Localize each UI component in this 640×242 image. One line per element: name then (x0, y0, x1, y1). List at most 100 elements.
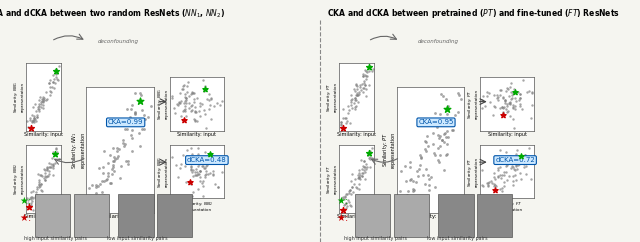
Point (37, 174, 47, 178)
Point (98, 171, 108, 174)
Point (129, 91, 140, 95)
X-axis label: Similarity: $NN_2$
representation: Similarity: $NN_2$ representation (181, 200, 212, 212)
Point (493, 166, 503, 170)
Point (26, 195, 36, 199)
Point (497, 105, 507, 109)
Point (497, 187, 508, 190)
Point (498, 110, 508, 114)
Point (355, 85, 365, 89)
Point (340, 206, 351, 210)
Point (184, 95, 194, 98)
Point (509, 96, 520, 100)
Point (340, 194, 350, 198)
Point (365, 165, 375, 169)
Point (38, 95, 48, 99)
Point (172, 104, 182, 107)
Point (28, 118, 38, 122)
Point (103, 171, 113, 175)
Point (367, 158, 378, 161)
Point (205, 96, 216, 100)
Point (49, 152, 60, 156)
Point (49, 77, 59, 81)
Point (353, 175, 364, 179)
Point (190, 110, 200, 114)
Text: deconfounding: deconfounding (418, 39, 459, 44)
Point (25, 118, 35, 122)
Point (212, 156, 222, 160)
Point (134, 131, 144, 135)
Point (39, 97, 49, 100)
Point (437, 138, 447, 142)
Point (115, 176, 125, 180)
Point (114, 147, 124, 151)
Point (505, 101, 515, 105)
Point (194, 109, 204, 113)
Point (502, 178, 512, 182)
Point (207, 173, 218, 177)
Point (456, 97, 466, 101)
Point (193, 162, 204, 166)
Point (403, 189, 413, 193)
Point (361, 162, 371, 166)
Point (177, 87, 187, 91)
Point (512, 167, 522, 171)
Point (452, 110, 463, 113)
Point (47, 74, 58, 77)
Point (184, 101, 194, 105)
Point (106, 181, 116, 185)
Point (176, 162, 186, 166)
Point (197, 182, 207, 185)
Point (433, 147, 444, 151)
Point (353, 100, 364, 104)
Point (368, 67, 378, 71)
Point (442, 142, 452, 146)
Point (193, 152, 203, 156)
Point (188, 170, 198, 174)
Point (188, 190, 198, 194)
Point (447, 128, 457, 132)
Y-axis label: Similarity: $PT$
representation: Similarity: $PT$ representation (381, 132, 396, 168)
Point (23, 125, 33, 129)
Point (355, 173, 365, 177)
Point (47, 85, 57, 89)
Point (496, 88, 506, 92)
Text: dCKA=0.72: dCKA=0.72 (495, 157, 535, 163)
Point (36, 188, 47, 192)
Point (29, 195, 40, 198)
Point (204, 92, 214, 96)
Point (186, 104, 196, 108)
Point (24, 204, 35, 208)
Point (361, 87, 371, 91)
Point (352, 93, 362, 97)
Point (108, 165, 118, 169)
Point (38, 100, 49, 104)
Point (355, 83, 365, 87)
Text: $\bigstar$:: $\bigstar$: (19, 195, 32, 206)
Point (367, 156, 377, 159)
Point (171, 163, 181, 167)
Point (508, 183, 518, 187)
Point (193, 165, 204, 168)
Point (526, 177, 536, 181)
Point (127, 128, 138, 132)
Point (182, 148, 192, 151)
Point (362, 74, 372, 78)
Point (98, 165, 108, 169)
Point (205, 171, 215, 175)
Point (506, 102, 516, 106)
Text: CKA and dCKA between two random ResNets ($\mathit{NN}_1$, $\mathit{NN}_2$): CKA and dCKA between two random ResNets … (0, 7, 226, 20)
Point (93, 205, 103, 209)
Point (495, 106, 506, 110)
Point (108, 159, 118, 163)
Point (518, 78, 528, 82)
Point (496, 176, 506, 180)
Point (336, 123, 346, 127)
Point (413, 167, 424, 171)
Point (420, 147, 431, 151)
Point (508, 117, 518, 121)
Point (439, 168, 449, 172)
Point (506, 97, 516, 101)
Point (515, 92, 525, 96)
Point (99, 180, 109, 183)
Point (32, 193, 42, 197)
